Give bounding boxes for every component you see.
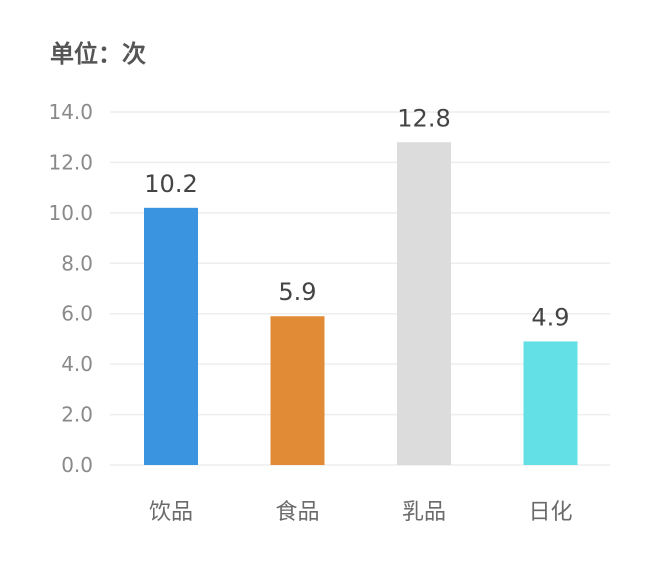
bar [144, 207, 198, 466]
x-tick-label: 食品 [275, 500, 319, 525]
data-label: 10.2 [144, 170, 197, 198]
y-tick-label: 0.0 [61, 453, 93, 477]
bar [270, 316, 325, 465]
bars [144, 142, 578, 466]
data-label: 12.8 [397, 104, 450, 132]
x-axis: 饮品 食品 乳品 日化 [149, 500, 573, 525]
y-tick-label: 2.0 [61, 403, 93, 427]
y-tick-label: 12.0 [48, 150, 93, 174]
y-tick-label: 8.0 [61, 251, 93, 275]
y-tick-label: 10.0 [48, 201, 93, 225]
y-tick-label: 6.0 [61, 302, 93, 326]
x-tick-label: 饮品 [149, 500, 193, 525]
data-label: 5.9 [278, 278, 316, 306]
bar [523, 341, 578, 465]
value-labels: 10.2 5.9 12.8 4.9 [144, 104, 569, 331]
y-tick-label: 14.0 [48, 100, 93, 124]
y-axis: 0.0 2.0 4.0 6.0 8.0 10.0 12.0 14.0 [48, 100, 93, 477]
y-tick-label: 4.0 [61, 352, 93, 376]
bar [397, 142, 451, 465]
x-tick-label: 乳品 [402, 500, 446, 525]
x-tick-label: 日化 [528, 500, 572, 525]
data-label: 4.9 [531, 303, 569, 331]
unit-label: 单位：次 [50, 40, 146, 68]
